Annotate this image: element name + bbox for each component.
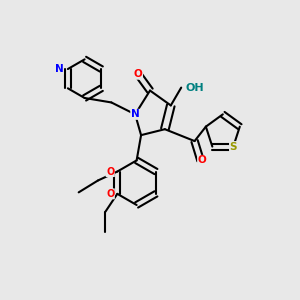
Text: O: O	[198, 155, 206, 165]
Text: O: O	[106, 189, 114, 199]
Text: O: O	[106, 167, 114, 176]
Text: S: S	[230, 142, 237, 152]
Text: N: N	[131, 109, 140, 119]
Text: N: N	[55, 64, 63, 74]
Text: OH: OH	[186, 82, 204, 93]
Text: O: O	[134, 69, 142, 79]
